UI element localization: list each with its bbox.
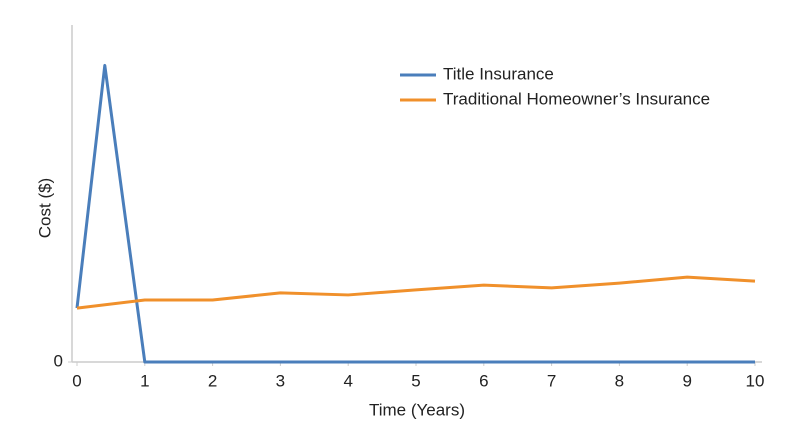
x-tick-label: 9 <box>682 371 691 390</box>
x-tick-label: 4 <box>343 371 352 390</box>
x-tick-label: 0 <box>72 371 81 390</box>
x-tick-label: 3 <box>276 371 285 390</box>
y-tick-label: 0 <box>54 351 63 370</box>
x-tick-label: 1 <box>140 371 149 390</box>
x-tick-label: 2 <box>208 371 217 390</box>
series-line <box>75 63 755 364</box>
x-tick-label: 5 <box>411 371 420 390</box>
x-tick-label: 6 <box>479 371 488 390</box>
x-axis-label: Time (Years) <box>369 400 465 419</box>
x-tick-label: 8 <box>615 371 624 390</box>
legend-label: Traditional Homeowner’s Insurance <box>443 89 710 108</box>
y-axis-label: Cost ($) <box>35 178 54 238</box>
series-line <box>76 275 756 310</box>
legend-label: Title Insurance <box>443 64 554 83</box>
x-tick-label: 10 <box>746 371 765 390</box>
x-tick-label: 7 <box>547 371 556 390</box>
